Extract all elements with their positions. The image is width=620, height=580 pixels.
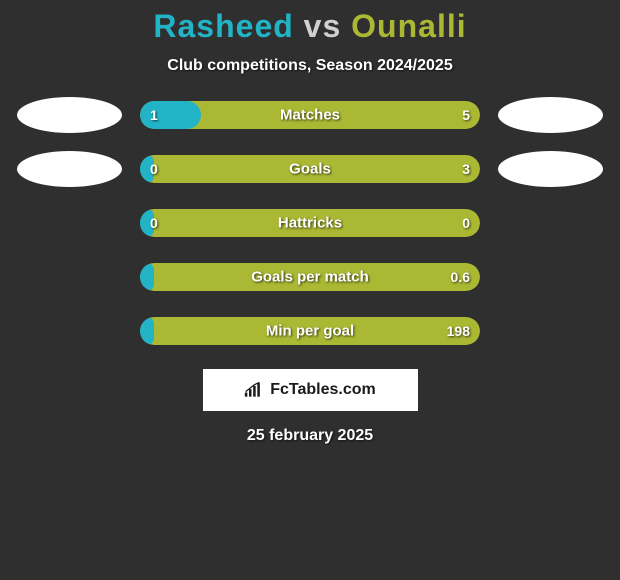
source-badge[interactable]: FcTables.com xyxy=(203,369,418,411)
stat-value-right: 198 xyxy=(447,323,470,339)
stat-value-right: 0.6 xyxy=(451,269,470,285)
player-right-ellipse xyxy=(498,205,603,241)
player-left-ellipse xyxy=(17,97,122,133)
stat-row: Min per goal 198 xyxy=(0,313,620,349)
subtitle: Club competitions, Season 2024/2025 xyxy=(0,57,620,75)
stat-row: 0 Goals 3 xyxy=(0,151,620,187)
stat-row: 1 Matches 5 xyxy=(0,97,620,133)
stat-label: Matches xyxy=(280,107,340,124)
stat-label: Goals xyxy=(289,161,331,178)
stat-label: Hattricks xyxy=(278,215,342,232)
player-left-ellipse xyxy=(17,151,122,187)
stat-label: Min per goal xyxy=(266,323,354,340)
comparison-card: Rasheed vs Ounalli Club competitions, Se… xyxy=(0,0,620,445)
stat-bar: Goals per match 0.6 xyxy=(140,263,480,291)
stat-row: Goals per match 0.6 xyxy=(0,259,620,295)
stat-value-left: 1 xyxy=(150,107,158,123)
stat-value-right: 3 xyxy=(462,161,470,177)
stat-bar: 0 Hattricks 0 xyxy=(140,209,480,237)
stat-value-left: 0 xyxy=(150,215,158,231)
stat-rows: 1 Matches 5 0 Goals 3 0 Hattricks 0 Goals per mat… xyxy=(0,97,620,349)
date-label: 25 february 2025 xyxy=(0,427,620,445)
player-left-ellipse xyxy=(17,259,122,295)
player-right-ellipse xyxy=(498,151,603,187)
title-left-player: Rasheed xyxy=(153,8,293,44)
stat-value-right: 5 xyxy=(462,107,470,123)
page-title: Rasheed vs Ounalli xyxy=(0,8,620,45)
source-badge-text: FcTables.com xyxy=(270,381,376,399)
stat-bar: 0 Goals 3 xyxy=(140,155,480,183)
player-left-ellipse xyxy=(17,205,122,241)
stat-row: 0 Hattricks 0 xyxy=(0,205,620,241)
stat-value-left: 0 xyxy=(150,161,158,177)
stat-bar: Min per goal 198 xyxy=(140,317,480,345)
stat-label: Goals per match xyxy=(251,269,369,286)
stat-bar: 1 Matches 5 xyxy=(140,101,480,129)
player-right-ellipse xyxy=(498,313,603,349)
stat-value-right: 0 xyxy=(462,215,470,231)
player-right-ellipse xyxy=(498,259,603,295)
title-vs: vs xyxy=(304,8,342,44)
stat-bar-fill xyxy=(140,263,154,291)
bar-chart-icon xyxy=(244,382,264,398)
player-right-ellipse xyxy=(498,97,603,133)
stat-bar-fill xyxy=(140,317,154,345)
player-left-ellipse xyxy=(17,313,122,349)
title-right-player: Ounalli xyxy=(351,8,466,44)
